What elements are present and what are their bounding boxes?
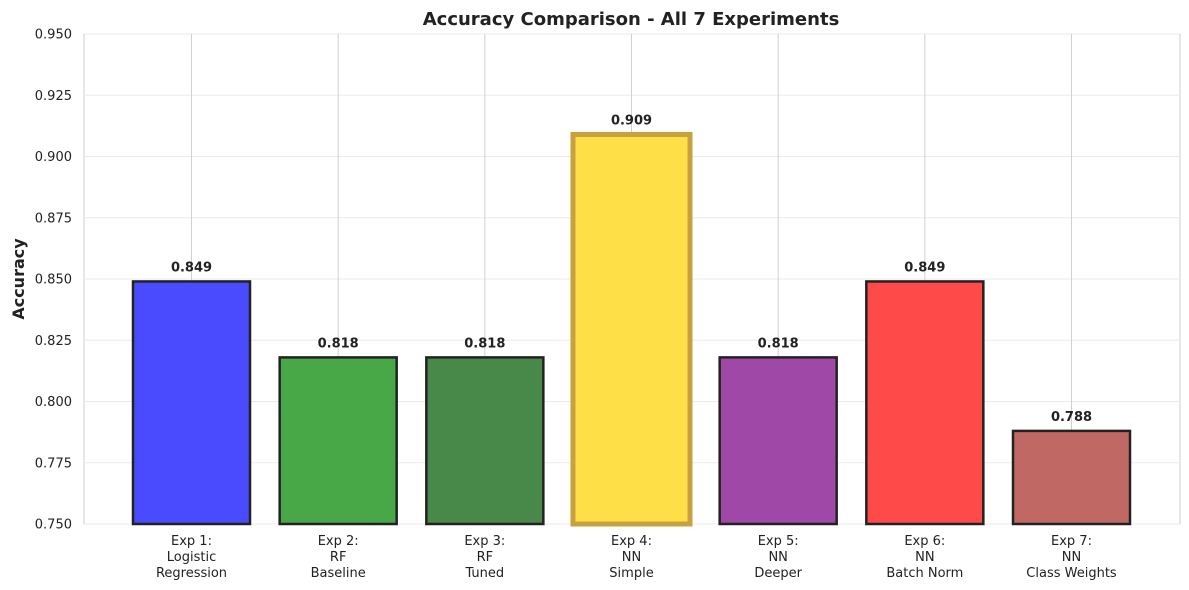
x-tick-label: Exp 5:: [758, 534, 799, 549]
bar: [718, 356, 838, 526]
bar: [278, 356, 398, 526]
x-tick-label: NN: [768, 550, 787, 565]
bar-value-label: 0.849: [171, 260, 212, 275]
bar: [865, 280, 985, 526]
y-tick-label: 0.950: [35, 28, 72, 43]
y-tick-label: 0.775: [35, 456, 72, 471]
x-tick-label: Logistic: [167, 550, 216, 565]
x-tick-label: Simple: [609, 566, 653, 581]
x-tick-label: Exp 4:: [611, 534, 652, 549]
x-tick-label: NN: [1062, 550, 1081, 565]
x-tick-label: Batch Norm: [886, 566, 963, 581]
x-tick-label: Class Weights: [1026, 566, 1117, 581]
bar-value-label: 0.909: [611, 113, 652, 128]
bars: [131, 131, 1132, 527]
bar: [425, 356, 545, 526]
y-tick-label: 0.825: [35, 334, 72, 349]
bar-value-label: 0.788: [1051, 410, 1092, 425]
x-tick-label: Exp 6:: [904, 534, 945, 549]
x-tick-label: Baseline: [311, 566, 366, 581]
bar-value-label: 0.818: [464, 336, 505, 351]
data-labels: 0.849 0.818 0.818 0.909 0.818 0.849 0.788: [171, 113, 1092, 424]
y-tick-label: 0.850: [35, 273, 72, 288]
x-tick-label: Exp 1:: [171, 534, 212, 549]
x-tick-label: Deeper: [754, 566, 802, 581]
y-tick-label: 0.875: [35, 211, 72, 226]
y-axis-ticks: 0.750 0.775 0.800 0.825 0.850 0.875 0.900 0.925…: [35, 28, 72, 533]
y-tick-label: 0.800: [35, 395, 72, 410]
grid-lines: [84, 33, 1180, 525]
x-tick-label: Exp 3:: [464, 534, 505, 549]
x-tick-label: Tuned: [464, 566, 504, 581]
x-tick-label: Exp 7:: [1051, 534, 1092, 549]
y-tick-label: 0.900: [35, 150, 72, 165]
x-tick-label: NN: [622, 550, 641, 565]
bar: [131, 280, 252, 526]
x-tick-label: RF: [330, 550, 347, 565]
x-tick-label: Exp 2:: [318, 534, 359, 549]
bar-value-label: 0.818: [758, 336, 799, 351]
bar-value-label: 0.818: [318, 336, 359, 351]
y-tick-label: 0.750: [35, 518, 72, 533]
chart-title: Accuracy Comparison - All 7 Experiments: [423, 9, 840, 30]
bar: [1011, 429, 1132, 526]
bar: [570, 131, 693, 527]
x-tick-label: NN: [915, 550, 934, 565]
x-tick-label: Regression: [156, 566, 227, 581]
y-axis-label: Accuracy: [9, 238, 28, 320]
y-tick-label: 0.925: [35, 89, 72, 104]
x-tick-label: RF: [477, 550, 494, 565]
bar-value-label: 0.849: [904, 260, 945, 275]
